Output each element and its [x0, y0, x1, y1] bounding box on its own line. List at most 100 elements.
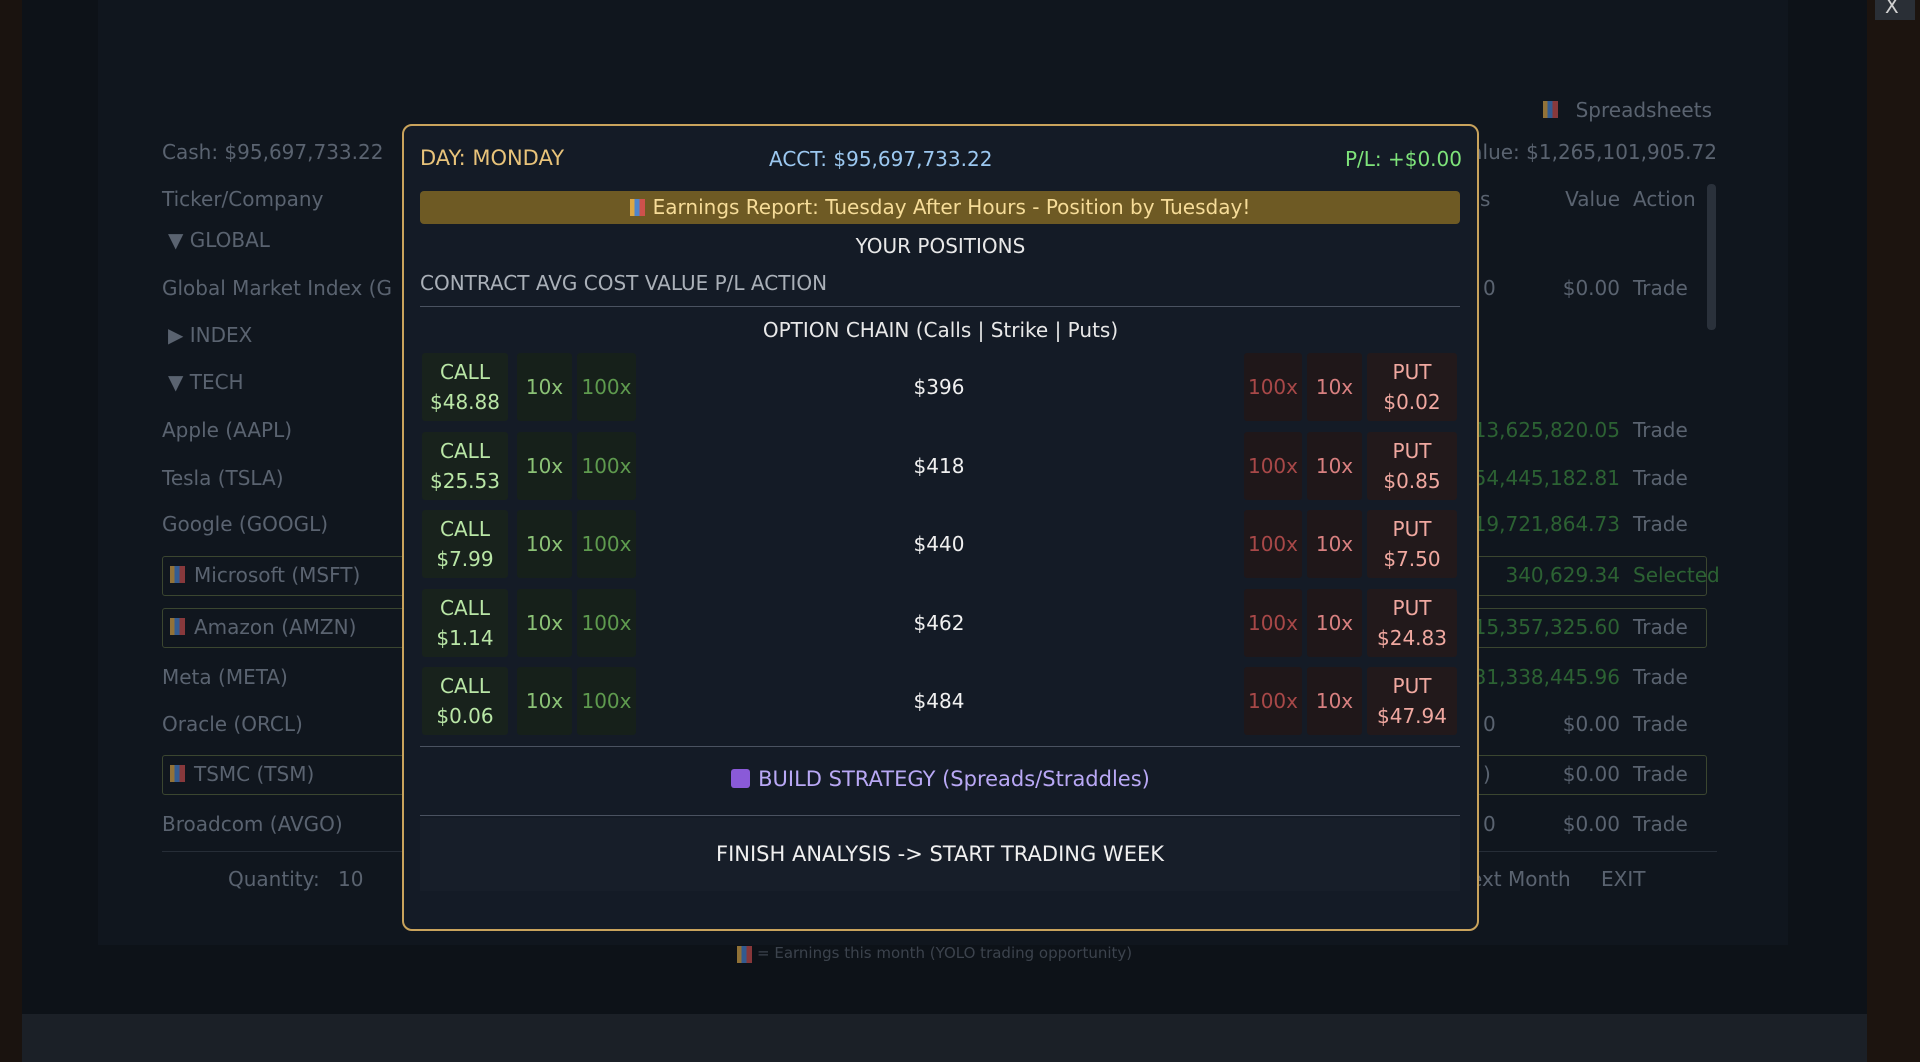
- put-100x-button[interactable]: 100x: [1244, 431, 1302, 500]
- row-action[interactable]: Selected: [1633, 563, 1720, 587]
- quantity[interactable]: 10: [338, 867, 364, 891]
- call-label: CALL: [440, 360, 490, 384]
- divider: [420, 746, 1460, 747]
- positions-title: YOUR POSITIONS: [855, 234, 1026, 258]
- row-action[interactable]: Trade: [1633, 665, 1688, 689]
- call-cell: CALL $0.06: [422, 667, 508, 735]
- row-value: 340,629.34: [1505, 563, 1620, 587]
- call-10x-button[interactable]: 10x: [517, 431, 572, 500]
- right-edge: [1867, 0, 1920, 1062]
- next-month-button[interactable]: ext Month: [1470, 867, 1571, 891]
- group-header[interactable]: ▼ GLOBAL: [168, 228, 270, 252]
- put-10x-button[interactable]: 10x: [1307, 353, 1362, 421]
- row-label: Apple (AAPL): [162, 418, 293, 442]
- row-label: Tesla (TSLA): [162, 466, 284, 490]
- row-shares: 0: [1483, 812, 1496, 836]
- divider: [420, 306, 1460, 307]
- earnings-icon: [170, 765, 185, 782]
- row-value: $0.00: [1562, 712, 1620, 736]
- strike-price: $418: [913, 453, 965, 478]
- close-bg: [1875, 0, 1915, 20]
- call-label: CALL: [440, 438, 490, 463]
- day: DAY: MONDAY: [420, 146, 565, 170]
- strike-price: $440: [913, 532, 965, 556]
- row-action[interactable]: Trade: [1633, 615, 1688, 639]
- call-cell: CALL $48.88: [422, 353, 508, 421]
- button-label: 10x: [1315, 610, 1354, 635]
- call-10x-button[interactable]: 10x: [517, 353, 572, 421]
- call-label: CALL: [440, 595, 490, 620]
- group-header[interactable]: ▶ INDEX: [168, 323, 253, 347]
- button-label: 100x: [581, 689, 632, 713]
- call-100x-button[interactable]: 100x: [577, 667, 636, 735]
- finish-button[interactable]: FINISH ANALYSIS -> START TRADING WEEK: [420, 818, 1460, 891]
- put-10x-button[interactable]: 10x: [1307, 510, 1362, 578]
- row-value: 19,721,864.73: [1473, 512, 1620, 536]
- call-10x-button[interactable]: 10x: [517, 588, 572, 657]
- strategy-button[interactable]: BUILD STRATEGY (Spreads/Straddles): [404, 767, 1477, 791]
- earnings-icon: [170, 566, 185, 583]
- call-price: $48.88: [430, 390, 500, 414]
- put-100x-button[interactable]: 100x: [1244, 667, 1302, 735]
- strike: $440: [900, 510, 978, 578]
- call-100x-button[interactable]: 100x: [577, 588, 636, 657]
- button-label: 100x: [1247, 610, 1298, 635]
- finish-label: FINISH ANALYSIS -> START TRADING WEEK: [715, 842, 1164, 866]
- row-value: $0.00: [1562, 276, 1620, 300]
- call-100x-button[interactable]: 100x: [577, 510, 636, 578]
- call-100x-button[interactable]: 100x: [577, 353, 636, 421]
- put-cell: PUT $47.94: [1367, 667, 1457, 735]
- put-label: PUT: [1392, 517, 1432, 541]
- button-label: 100x: [1247, 453, 1298, 478]
- put-10x-button[interactable]: 10x: [1307, 588, 1362, 657]
- put-10x-button[interactable]: 10x: [1307, 431, 1362, 500]
- button-label: 10x: [525, 453, 564, 478]
- button-label: 10x: [525, 532, 564, 556]
- row-action[interactable]: Trade: [1633, 512, 1688, 536]
- col-action: Action: [1633, 187, 1696, 211]
- row-value: 31,338,445.96: [1473, 665, 1620, 689]
- put-10x-button[interactable]: 10x: [1307, 667, 1362, 735]
- portfolio-value: alue: $1,265,101,905.72: [1470, 140, 1717, 164]
- bottom-bar: [22, 1014, 1867, 1062]
- row-action[interactable]: Trade: [1633, 762, 1688, 786]
- row-label: Meta (META): [162, 665, 288, 689]
- spreadsheets-link[interactable]: Spreadsheets: [1575, 98, 1712, 122]
- row-action[interactable]: Trade: [1633, 466, 1688, 490]
- put-100x-button[interactable]: 100x: [1244, 353, 1302, 421]
- row-action[interactable]: Trade: [1633, 276, 1688, 300]
- put-cell: PUT $0.85: [1367, 431, 1457, 500]
- call-label: CALL: [440, 517, 490, 541]
- put-price: $7.50: [1383, 547, 1441, 571]
- earnings-icon: [1543, 101, 1558, 118]
- close-button[interactable]: X: [1885, 0, 1899, 18]
- put-100x-button[interactable]: 100x: [1244, 588, 1302, 657]
- put-100x-button[interactable]: 100x: [1244, 510, 1302, 578]
- call-100x-button[interactable]: 100x: [577, 431, 636, 500]
- modal: DAY: MONDAY ACCT: $95,697,733.22 P/L: +$0.…: [402, 124, 1479, 931]
- call-10x-button[interactable]: 10x: [517, 510, 572, 578]
- row-action[interactable]: Trade: [1633, 418, 1688, 442]
- call-price: $7.99: [436, 547, 494, 571]
- left-edge: [0, 0, 22, 1062]
- row-action[interactable]: Trade: [1633, 812, 1688, 836]
- call-10x-button[interactable]: 10x: [517, 667, 572, 735]
- row-label: Broadcom (AVGO): [162, 812, 343, 836]
- row-value: $0.00: [1562, 762, 1620, 786]
- scrollbar: [1707, 184, 1716, 330]
- exit-button[interactable]: EXIT: [1601, 867, 1646, 891]
- quantity-label: Quantity:: [228, 867, 320, 891]
- put-price: $0.02: [1383, 390, 1441, 414]
- put-cell: PUT $0.02: [1367, 353, 1457, 421]
- row-shares: 0: [1483, 276, 1496, 300]
- button-label: 10x: [1315, 453, 1354, 478]
- call-label: CALL: [440, 674, 490, 698]
- button-label: 10x: [525, 375, 564, 399]
- row-action[interactable]: Trade: [1633, 712, 1688, 736]
- chain-title: OPTION CHAIN (Calls | Strike | Puts): [762, 318, 1119, 342]
- button-label: 10x: [1315, 532, 1354, 556]
- put-label: PUT: [1392, 595, 1432, 620]
- group-header[interactable]: ▼ TECH: [168, 370, 244, 394]
- button-label: 100x: [1247, 532, 1298, 556]
